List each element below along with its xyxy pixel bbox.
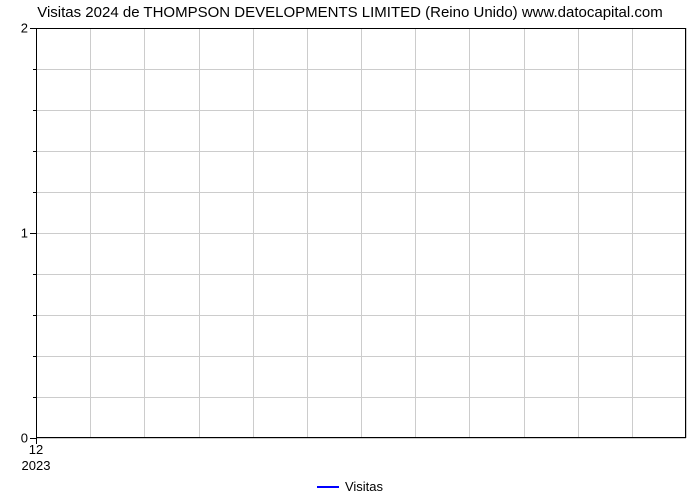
plot-area: 012122023 [36, 28, 686, 438]
legend: Visitas [0, 478, 700, 494]
gridline-horizontal [36, 151, 686, 152]
y-minor-tick [33, 397, 36, 398]
gridline-horizontal [36, 315, 686, 316]
gridline-horizontal [36, 28, 686, 29]
chart-title: Visitas 2024 de THOMPSON DEVELOPMENTS LI… [0, 4, 700, 21]
y-minor-tick [33, 274, 36, 275]
gridline-horizontal [36, 69, 686, 70]
y-minor-tick [33, 192, 36, 193]
gridline-horizontal [36, 274, 686, 275]
gridline-horizontal [36, 438, 686, 439]
chart-container: Visitas 2024 de THOMPSON DEVELOPMENTS LI… [0, 0, 700, 500]
gridline-vertical [686, 28, 687, 438]
x-secondary-label: 2023 [22, 438, 51, 473]
gridline-horizontal [36, 397, 686, 398]
gridline-horizontal [36, 233, 686, 234]
y-major-tick [30, 28, 36, 29]
y-minor-tick [33, 69, 36, 70]
y-minor-tick [33, 110, 36, 111]
y-major-tick [30, 233, 36, 234]
gridline-horizontal [36, 110, 686, 111]
gridline-horizontal [36, 356, 686, 357]
gridline-horizontal [36, 192, 686, 193]
legend-line [317, 486, 339, 488]
legend-label: Visitas [345, 479, 383, 494]
y-minor-tick [33, 315, 36, 316]
y-minor-tick [33, 151, 36, 152]
y-minor-tick [33, 356, 36, 357]
